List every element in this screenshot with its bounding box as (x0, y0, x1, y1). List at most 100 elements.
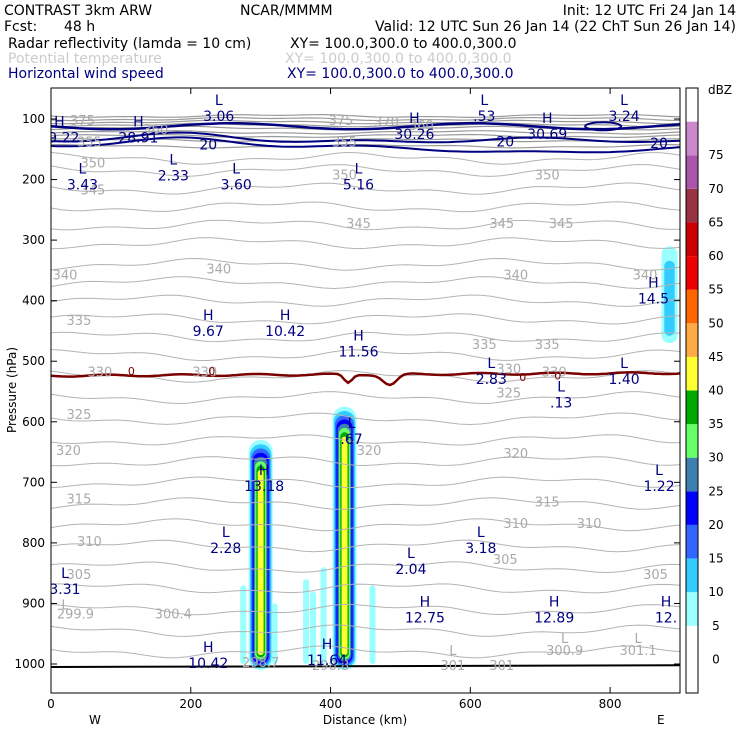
theta-contour-line (51, 434, 680, 446)
freezing-label: 0 (519, 371, 526, 384)
wind-extremum-value: 9.67 (193, 324, 224, 340)
field1-xy: XY= 100.0,300.0 to 400.0,300.0 (290, 36, 517, 52)
wind-extremum-value: 12.89 (534, 610, 574, 626)
theta-contour-label: 370 (374, 115, 399, 130)
theta-contour-label: 330 (88, 365, 113, 380)
wind-extremum-type: L (557, 380, 565, 396)
theta-contour-label: 360 (143, 123, 168, 138)
field1-name: Radar reflectivity (lamda = 10 cm) (8, 36, 251, 52)
wind-extremum-value: 2.33 (158, 168, 189, 184)
theta-contour-label: 335 (67, 314, 92, 329)
y-tick-label: 300 (22, 233, 45, 247)
theta-contour-label: 310 (577, 517, 602, 532)
theta-extremum-type: L (634, 632, 642, 647)
colorbar-swatch (686, 491, 698, 525)
colorbar-level-label: 15 (708, 552, 723, 566)
theta-contour-label: 315 (535, 496, 560, 511)
colorbar-level-label: 30 (708, 451, 723, 465)
colorbar-swatch (686, 256, 698, 290)
theta-contour-label: 300.9 (546, 644, 583, 659)
theta-contour-label: 335 (535, 338, 560, 353)
theta-contour-line (51, 518, 680, 532)
colorbar-unit: dBZ (708, 83, 732, 97)
colorbar-swatch (686, 356, 698, 391)
wind-extremum-type: L (407, 546, 415, 562)
theta-contour-line (51, 163, 680, 177)
wind-extremum-value: 3.18 (465, 541, 496, 557)
wind-extremum-type: L (348, 416, 356, 432)
colorbar-level-label: 50 (708, 316, 723, 330)
theta-contour-label: 305 (67, 568, 92, 583)
field2-name: Potential temperature (8, 51, 162, 67)
colorbar-level-label: 40 (708, 384, 723, 398)
colorbar-level-label: 55 (708, 283, 723, 297)
wind-extremum-type: H (203, 640, 214, 656)
org-label: NCAR/MMMM (240, 3, 333, 19)
theta-contour-label: 325 (67, 408, 92, 423)
theta-contour-label: 350 (332, 169, 357, 184)
colorbar-swatch (686, 592, 698, 626)
colorbar-swatch (686, 424, 698, 458)
wind-extremum-type: L (655, 463, 663, 479)
wind-extremum-value: .53 (473, 109, 495, 125)
theta-contour-line (51, 539, 680, 553)
x-tick-label: 400 (319, 697, 342, 711)
wind-extremum-value: 1.40 (609, 372, 640, 388)
wind-extremum-type: L (620, 356, 628, 372)
theta-contour-label: 330 (192, 365, 217, 380)
wind-extremum-type: H (280, 308, 291, 324)
wind-extremum-value: 3.24 (609, 109, 640, 125)
y-tick-label: 900 (22, 596, 45, 610)
wind-extremum-value: 10.42 (188, 656, 228, 672)
wind-extremum-value: 2.83 (476, 372, 507, 388)
colorbar-swatch (686, 188, 698, 223)
y-axis-label: Pressure (hPa) (5, 347, 19, 433)
colorbar: 0 5 10 15 20 25 30 35 40 45 50 55 60 65 70 75 (685, 87, 724, 694)
wind-extremum-value: 2.04 (395, 562, 426, 578)
plot-frame (50, 87, 681, 694)
wind-extremum-type: H (409, 111, 420, 127)
reflectivity-small-echo (369, 585, 376, 664)
theta-contour-line (51, 456, 680, 467)
colorbar-level-label: 65 (708, 215, 723, 229)
wind-extremum-value: 14.5 (638, 291, 669, 307)
theta-contour-line (51, 182, 680, 195)
x-end-label-w: W (89, 713, 101, 727)
model-title: CONTRAST 3km ARW (4, 3, 152, 19)
theta-contour-line (51, 561, 680, 574)
wind-extremum-value: 12. (655, 610, 677, 626)
colorbar-swatch (686, 659, 698, 693)
wind-extremum-value: 30.69 (527, 127, 567, 143)
theta-contour-label: 298.7 (242, 656, 279, 671)
reflectivity-small-echo (271, 603, 278, 664)
fcst-hours: 48 h (64, 19, 95, 35)
wind-extremum-value: 30.26 (394, 127, 434, 143)
wind-extremum-type: H (648, 275, 659, 291)
wind-extremum-type: H (420, 594, 431, 610)
wind-extremum-value: 3.06 (203, 109, 234, 125)
theta-contour-line (51, 237, 680, 250)
theta-contour-label: 299.9 (57, 608, 94, 623)
x-tick-label: 0 (47, 697, 55, 711)
y-tick-label: 500 (22, 354, 45, 368)
wind-extremum-type: H (542, 111, 553, 127)
y-tick-label: 800 (22, 536, 45, 550)
theta-extremum-type: L (449, 644, 457, 659)
freezing-label: 0 (208, 365, 215, 378)
theta-contour-label: 320 (56, 444, 81, 459)
wind-extremum-type: L (355, 162, 363, 178)
ground-line (51, 664, 680, 669)
theta-contour-line (51, 349, 680, 361)
theta-contour-label: 305 (643, 568, 668, 583)
wind-extremum-type: H (322, 637, 333, 653)
colorbar-level-label: 20 (708, 518, 723, 532)
theta-contour-line (51, 276, 680, 290)
theta-contour-line (51, 412, 680, 426)
y-tick-label: 1000 (14, 657, 45, 671)
wind-contour-line (51, 136, 680, 154)
colorbar-swatch (686, 457, 698, 492)
wind-extremum-value: 11.64 (307, 653, 347, 669)
theta-contour-label: 305 (493, 553, 518, 568)
theta-contour-label: 310 (77, 535, 102, 550)
theta-contour-line (51, 219, 680, 231)
